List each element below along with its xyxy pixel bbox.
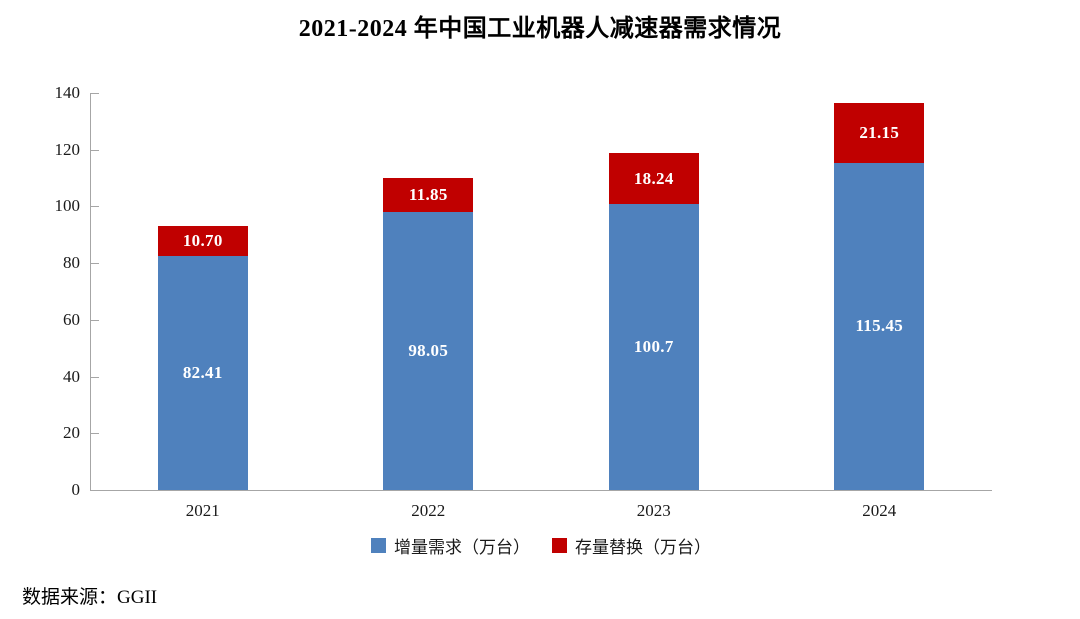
legend-label: 增量需求（万台） [394, 538, 530, 557]
y-axis-tick [91, 319, 99, 321]
bar-value-label: 21.15 [859, 122, 900, 142]
bar-segment-2024-series0: 115.45 [834, 162, 925, 490]
y-axis-tick [91, 93, 99, 94]
y-axis-line [90, 93, 91, 491]
x-axis-label-2022: 2022 [411, 501, 446, 520]
bar-value-label: 100.7 [633, 337, 674, 357]
legend: 增量需求（万台） 存量替换（万台） [90, 533, 992, 558]
chart-title: 2021-2024 年中国工业机器人减速器需求情况 [298, 16, 782, 42]
bar-value-label: 115.45 [855, 316, 904, 336]
legend-swatch-icon [371, 538, 386, 553]
y-axis-tick [91, 433, 99, 435]
bar-segment-2022-series1: 11.85 [383, 178, 474, 212]
bar-value-label: 18.24 [633, 168, 674, 188]
x-axis-label-2021: 2021 [185, 501, 220, 520]
y-axis-tick [91, 149, 99, 151]
y-axis-tick-label: 140 [54, 83, 81, 102]
legend-item-0: 增量需求（万台） [371, 533, 530, 558]
y-axis-tick [91, 490, 99, 491]
bar-segment-2021-series1: 10.70 [157, 225, 248, 257]
y-axis-tick [91, 263, 99, 265]
y-axis-tick-label: 60 [63, 309, 80, 329]
y-axis-tick-label: 80 [63, 253, 80, 273]
bar-segment-2023-series0: 100.7 [608, 204, 699, 490]
legend-label: 存量替换（万台） [575, 538, 711, 557]
bar-segment-2024-series1: 21.15 [834, 102, 925, 163]
x-axis-label-2023: 2023 [636, 501, 671, 520]
y-axis-tick-label: 20 [63, 423, 80, 443]
y-axis-tick-label: 120 [54, 139, 81, 159]
legend-swatch-icon [552, 538, 567, 553]
y-axis-tick [91, 376, 99, 378]
bar-segment-2021-series0: 82.41 [157, 256, 248, 490]
y-axis-tick-label: 0 [71, 480, 81, 499]
bar-segment-2023-series1: 18.24 [608, 152, 699, 205]
bar-value-label: 10.70 [182, 231, 223, 251]
legend-item-1: 存量替换（万台） [552, 533, 711, 558]
x-axis-label-2024: 2024 [862, 501, 897, 520]
bar-value-label: 82.41 [182, 363, 223, 383]
bar-segment-2022-series0: 98.05 [383, 211, 474, 490]
y-axis-tick [91, 206, 99, 208]
x-axis-line [90, 490, 992, 491]
bar-value-label: 98.05 [408, 340, 449, 360]
data-source: 数据来源：GGII [22, 587, 158, 608]
y-axis-tick-label: 40 [63, 366, 80, 386]
bar-value-label: 11.85 [408, 185, 448, 205]
y-axis-tick-label: 100 [54, 196, 81, 216]
